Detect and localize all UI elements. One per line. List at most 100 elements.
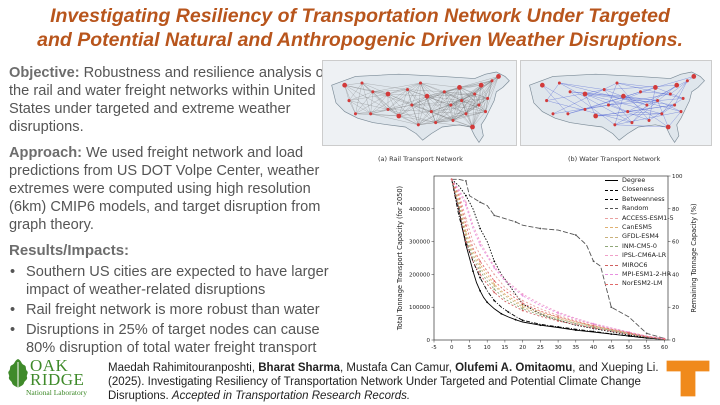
network-edge xyxy=(420,82,445,92)
network-edge xyxy=(478,76,499,106)
x-tick-label: 45 xyxy=(608,345,615,351)
network-nodes xyxy=(342,73,501,130)
legend-label: ACCESS-ESM1-5 xyxy=(622,213,674,222)
x-tick-label: 35 xyxy=(572,345,579,351)
approach-label: Approach: xyxy=(9,145,82,161)
network-node xyxy=(396,113,402,119)
data-point xyxy=(521,299,524,302)
network-edge xyxy=(452,111,486,121)
network-node xyxy=(653,84,658,90)
network-node xyxy=(477,103,481,107)
series-line xyxy=(451,178,665,340)
y2-tick-label: 20 xyxy=(672,305,679,311)
series-line xyxy=(451,178,665,339)
network-node xyxy=(449,103,453,107)
legend-label: MIROC6 xyxy=(622,260,648,269)
network-edge xyxy=(559,82,633,123)
network-edge xyxy=(485,80,493,112)
network-edge xyxy=(361,82,408,90)
legend-label: GFDL-ESM4 xyxy=(622,232,659,241)
network-node xyxy=(442,90,446,94)
network-edge xyxy=(387,82,421,110)
network-edge xyxy=(584,93,596,117)
network-edge xyxy=(584,93,662,114)
legend-swatch xyxy=(605,208,618,210)
network-edge xyxy=(459,85,482,88)
network-edge xyxy=(614,124,669,128)
network-node xyxy=(626,110,630,114)
network-edge xyxy=(387,89,408,110)
legend-swatch xyxy=(605,236,618,238)
network-edge xyxy=(616,82,650,121)
network-edge xyxy=(387,109,432,112)
citation-author-bold: Bharat Sharma xyxy=(258,362,341,374)
network-node xyxy=(371,90,375,94)
data-point xyxy=(465,243,467,246)
network-edge xyxy=(431,87,460,112)
network-edge xyxy=(387,93,428,97)
network-edge xyxy=(411,100,462,106)
network-edge xyxy=(459,87,473,128)
network-edge xyxy=(608,82,618,106)
data-point xyxy=(514,318,517,321)
network-edge xyxy=(398,91,445,117)
network-edge xyxy=(485,76,499,112)
network-node xyxy=(460,99,464,103)
network-edge xyxy=(646,85,677,106)
network-edge xyxy=(608,104,650,121)
network-node xyxy=(451,118,455,122)
network-edge xyxy=(418,96,428,125)
network-edges xyxy=(542,76,694,128)
legend-entry: Degree xyxy=(605,176,674,185)
network-edge xyxy=(559,82,647,106)
data-point xyxy=(592,260,595,263)
data-point xyxy=(465,194,467,197)
citation-author: Maedah Rahimitouranposhti, xyxy=(108,362,259,374)
network-edge xyxy=(480,85,488,99)
data-point xyxy=(557,320,559,322)
network-edge xyxy=(344,85,389,95)
network-edge xyxy=(481,76,499,86)
legend-swatch xyxy=(605,264,618,266)
network-edge xyxy=(584,93,671,110)
results-bullet: Disruptions in 25% of target nodes can c… xyxy=(9,321,339,357)
network-edge xyxy=(370,113,399,117)
network-node xyxy=(429,110,433,114)
network-edge xyxy=(474,93,480,106)
data-point xyxy=(610,306,613,309)
us-map xyxy=(529,71,705,143)
network-node xyxy=(347,99,351,103)
data-point xyxy=(493,266,496,269)
oak-leaf-icon xyxy=(8,359,28,391)
series-line xyxy=(451,179,665,340)
data-point xyxy=(479,263,481,266)
network-edge xyxy=(450,85,482,106)
poster-title: Investigating Resiliency of Transportati… xyxy=(0,4,720,52)
data-point xyxy=(479,243,481,246)
network-edge xyxy=(370,89,408,114)
x-tick-label: 10 xyxy=(484,345,491,351)
network-edge xyxy=(459,80,493,88)
network-node xyxy=(691,73,697,79)
title-line-2: and Potential Natural and Anthropogenic … xyxy=(37,29,683,51)
network-node xyxy=(457,84,462,90)
objective-label: Objective: xyxy=(9,65,80,81)
network-node xyxy=(679,110,683,114)
network-edge xyxy=(546,100,632,123)
network-edge xyxy=(361,82,389,95)
rail-panel-caption: (a) Rail Transport Network xyxy=(378,155,463,163)
legend-swatch xyxy=(605,255,618,257)
network-edge xyxy=(627,111,662,114)
network-node xyxy=(613,123,617,127)
series-line xyxy=(451,179,665,340)
network-nodes xyxy=(539,73,697,130)
network-edge xyxy=(398,82,421,117)
logo-oak: OAK xyxy=(30,356,69,375)
y-tick-label: 0 xyxy=(427,338,431,344)
network-edge xyxy=(616,82,656,88)
network-edge xyxy=(426,96,436,123)
citation: Maedah Rahimitouranposhti, Bharat Sharma… xyxy=(108,361,663,404)
x-tick-label: 5 xyxy=(468,345,472,351)
network-edge xyxy=(608,87,656,106)
network-edge xyxy=(361,82,389,110)
